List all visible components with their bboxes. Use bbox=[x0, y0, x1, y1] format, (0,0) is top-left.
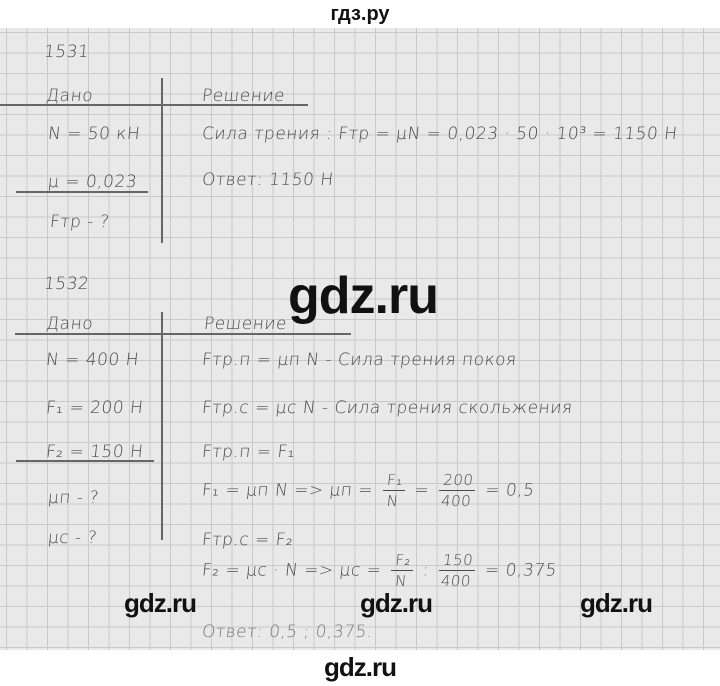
denominator: 400 bbox=[439, 572, 472, 590]
watermark: gdz.ru bbox=[580, 588, 653, 618]
notebook-page: 1531 Дано Решение N = 50 кН μ = 0,023 Fт… bbox=[0, 28, 720, 650]
numerator: F₂ bbox=[391, 550, 416, 571]
solution-line: Fтр.п = F₁ bbox=[200, 442, 297, 462]
site-title: гдз.ру bbox=[330, 3, 390, 25]
watermark: gdz.ru bbox=[288, 267, 439, 325]
result: = 0,375 bbox=[483, 560, 558, 581]
watermark: gdz.ru bbox=[124, 588, 197, 618]
answer-line: Ответ: 0,5 ; 0,375. bbox=[200, 622, 374, 642]
solution-line: Fтр.с = F₂ bbox=[200, 530, 295, 550]
column-divider bbox=[161, 78, 163, 243]
denominator: 400 bbox=[440, 492, 473, 510]
solution-line: Сила трения : Fтр = μN = 0,023 · 50 · 10… bbox=[200, 124, 679, 144]
fraction: F₁ N bbox=[381, 470, 407, 511]
solution-header: Решение bbox=[202, 314, 289, 334]
given-header: Дано bbox=[44, 314, 95, 334]
watermark: gdz.ru bbox=[360, 588, 433, 618]
given-divider bbox=[16, 460, 154, 462]
formula-text: F₂ = μс · N => μс = bbox=[200, 560, 383, 581]
solution-line: F₂ = μс · N => μс = F₂ N : 150 400 = 0,375 bbox=[200, 550, 558, 591]
given-item: F₂ = 150 Н bbox=[44, 442, 145, 462]
answer-line: Ответ: 1150 Н bbox=[200, 170, 335, 190]
footer-watermark: gdz.ru bbox=[324, 652, 397, 682]
column-divider bbox=[161, 312, 163, 540]
formula-text: F₁ = μп N => μп = bbox=[200, 480, 375, 501]
numerator: 200 bbox=[439, 470, 478, 491]
given-unknown: μс - ? bbox=[46, 528, 99, 548]
given-item: N = 50 кН bbox=[46, 124, 142, 144]
fraction: 150 400 bbox=[437, 550, 478, 591]
numerator: F₁ bbox=[382, 470, 407, 491]
given-item: N = 400 Н bbox=[44, 350, 140, 370]
solution-line: Fтр.с = μс N - Сила трения скольжения bbox=[200, 398, 574, 418]
problem-number: 1531 bbox=[42, 42, 91, 62]
solution-line: Fтр.п = μп N - Сила трения покоя bbox=[200, 350, 518, 370]
solution-line: F₁ = μп N => μп = F₁ N = 200 400 = 0,5 bbox=[200, 470, 536, 511]
header-divider bbox=[0, 104, 308, 106]
result: = 0,5 bbox=[484, 480, 536, 501]
problem-number: 1532 bbox=[42, 274, 91, 294]
given-divider bbox=[16, 191, 148, 193]
given-item: μ = 0,023 bbox=[46, 172, 139, 192]
given-unknown: Fтр - ? bbox=[48, 212, 111, 232]
fraction: 200 400 bbox=[437, 470, 478, 511]
numerator: 150 bbox=[438, 550, 478, 571]
given-unknown: μп - ? bbox=[46, 488, 100, 508]
given-item: F₁ = 200 Н bbox=[44, 398, 145, 418]
given-header: Дано bbox=[44, 86, 95, 106]
header-divider bbox=[15, 333, 351, 335]
denominator: N bbox=[385, 492, 400, 510]
solution-header: Решение bbox=[200, 86, 287, 106]
fraction: F₂ N bbox=[389, 550, 416, 591]
